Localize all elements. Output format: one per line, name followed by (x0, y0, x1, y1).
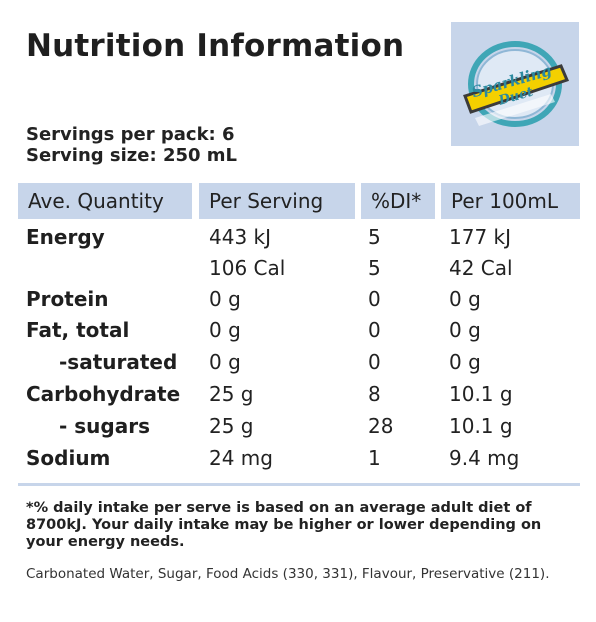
column-header-di: %DI* (361, 183, 435, 219)
nutrient-label: Sodium (26, 446, 111, 470)
nutrient-label: -saturated (59, 350, 178, 374)
table-row: Carbohydrate 25 g 8 10.1 g (18, 379, 580, 410)
table-row: Sodium 24 mg 1 9.4 mg (18, 443, 580, 474)
per-serving-value: 443 kJ (209, 225, 272, 249)
daily-intake-footnote: *% daily intake per serve is based on an… (26, 500, 542, 550)
column-header-per-serving: Per Serving (199, 183, 355, 219)
di-value: 0 (368, 318, 381, 342)
per-100ml-value: 177 kJ (449, 225, 512, 249)
di-value: 5 (368, 256, 381, 280)
di-value: 1 (368, 446, 381, 470)
serving-info: Servings per pack: 6 Serving size: 250 m… (26, 124, 237, 166)
column-header-ave-quantity: Ave. Quantity (18, 183, 192, 219)
per-serving-value: 0 g (209, 287, 241, 311)
table-row: Fat, total 0 g 0 0 g (18, 315, 580, 346)
per-serving-value: 106 Cal (209, 256, 286, 280)
per-serving-value: 0 g (209, 318, 241, 342)
per-serving-value: 25 g (209, 414, 254, 438)
di-value: 0 (368, 287, 381, 311)
nutrient-label: Protein (26, 287, 109, 311)
table-row: Protein 0 g 0 0 g (18, 284, 580, 315)
per-100ml-value: 0 g (449, 350, 481, 374)
nutrition-table: Ave. Quantity Per Serving %DI* Per 100mL… (18, 183, 580, 485)
di-value: 0 (368, 350, 381, 374)
table-row: - sugars 25 g 28 10.1 g (18, 411, 580, 442)
page-title: Nutrition Information (26, 28, 405, 64)
per-100ml-value: 10.1 g (449, 382, 513, 406)
per-100ml-value: 0 g (449, 318, 481, 342)
nutrient-label: Fat, total (26, 318, 130, 342)
nutrient-label: Energy (26, 225, 105, 249)
di-value: 5 (368, 225, 381, 249)
per-serving-value: 24 mg (209, 446, 273, 470)
table-bottom-divider (18, 483, 580, 486)
column-header-per-100ml: Per 100mL (441, 183, 580, 219)
per-100ml-value: 10.1 g (449, 414, 513, 438)
nutrient-label: - sugars (59, 414, 150, 438)
per-100ml-value: 42 Cal (449, 256, 513, 280)
nutrient-label: Carbohydrate (26, 382, 181, 406)
sparkling-duet-logo-icon: Sparkling Duet (463, 41, 570, 127)
serving-size: Serving size: 250 mL (26, 145, 238, 166)
table-row: 106 Cal 5 42 Cal (18, 253, 580, 284)
di-value: 28 (368, 414, 394, 438)
brand-logo: Sparkling Duet (451, 22, 579, 146)
ingredients-list: Carbonated Water, Sugar, Food Acids (330… (26, 566, 550, 582)
per-100ml-value: 9.4 mg (449, 446, 520, 470)
servings-per-pack: Servings per pack: 6 (26, 124, 235, 145)
table-row: -saturated 0 g 0 0 g (18, 347, 580, 378)
per-serving-value: 25 g (209, 382, 254, 406)
per-serving-value: 0 g (209, 350, 241, 374)
table-row: Energy 443 kJ 5 177 kJ (18, 222, 580, 253)
di-value: 8 (368, 382, 381, 406)
per-100ml-value: 0 g (449, 287, 481, 311)
